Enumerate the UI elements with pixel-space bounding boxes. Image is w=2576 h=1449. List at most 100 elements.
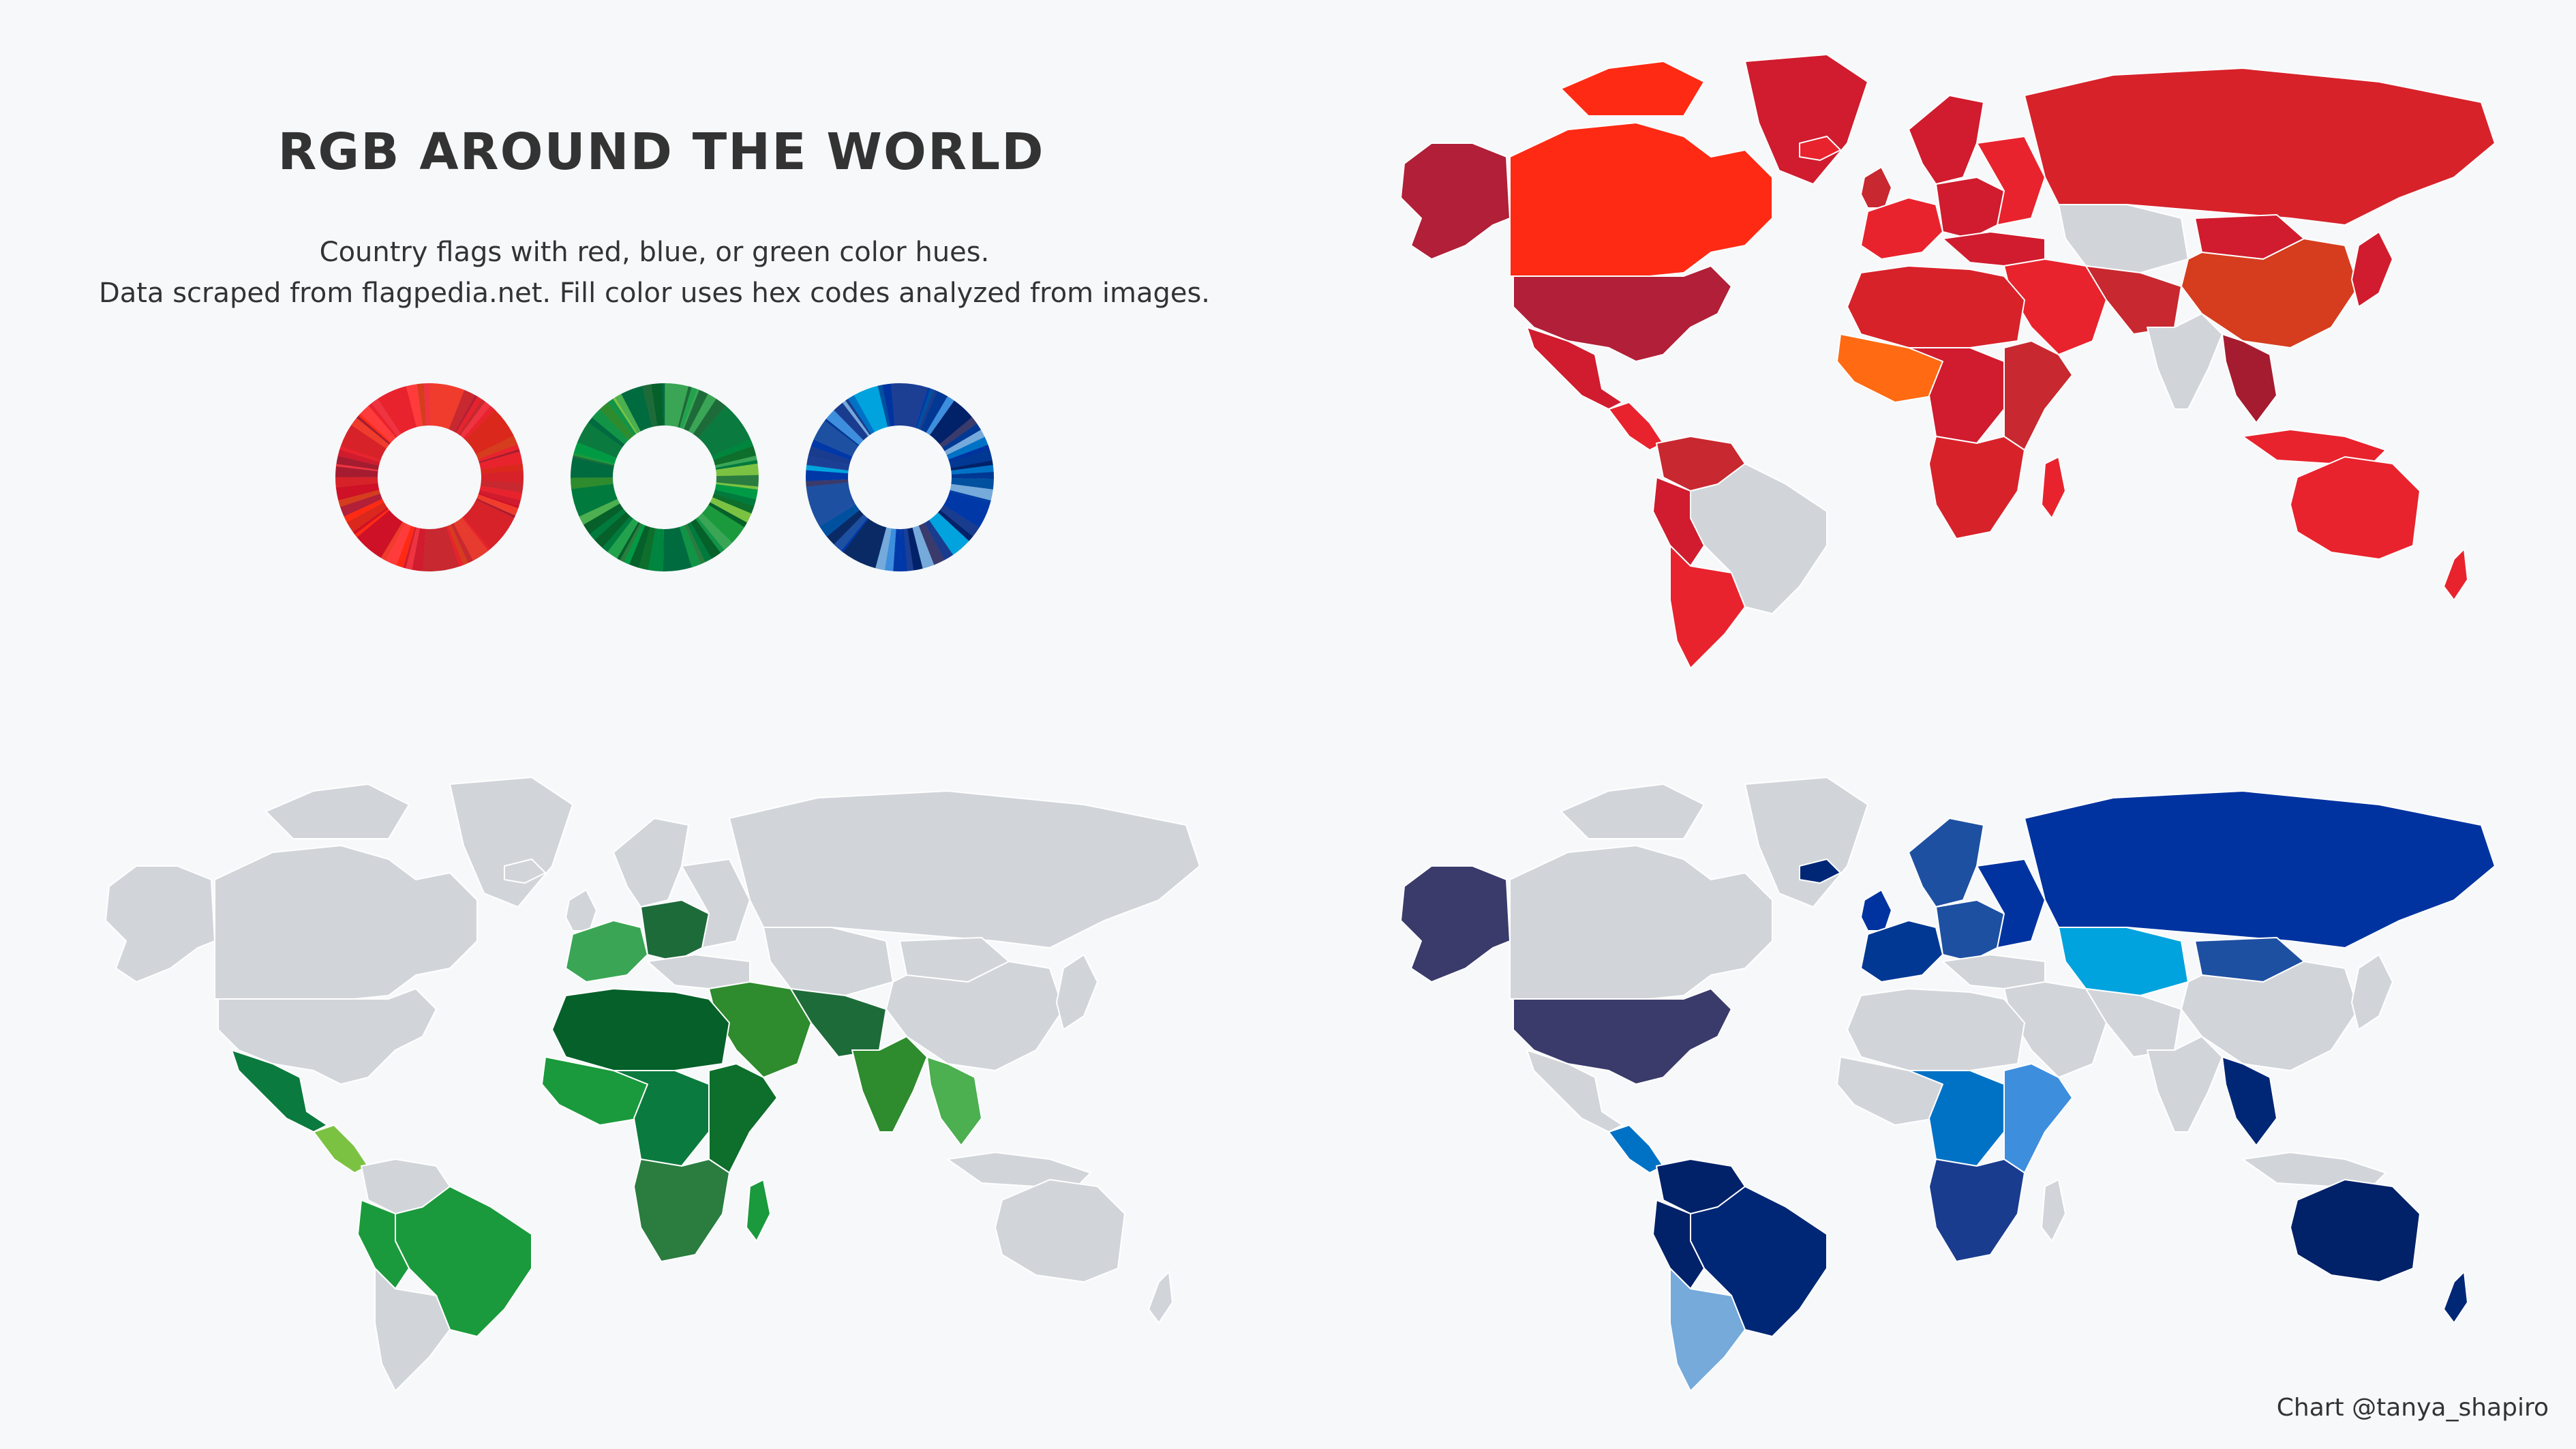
- green-donut-segment: [693, 398, 726, 438]
- red-map-region-east-africa: [2003, 340, 2073, 451]
- blue-map-region-eastern-europe: [1976, 858, 2046, 948]
- red-donut-segment: [340, 425, 387, 460]
- red-donut-segment: [352, 507, 389, 535]
- blue-map-region-scandinavia: [1908, 818, 1984, 908]
- green-donut-segment: [708, 502, 747, 528]
- red-donut-segment: [455, 395, 478, 433]
- green-donut-segment: [588, 417, 625, 447]
- red-map: [1391, 41, 2522, 675]
- blue-donut-segment: [843, 518, 887, 569]
- blue-donut-segment: [918, 522, 945, 565]
- blue-map-region-southeast-asia: [2222, 1056, 2277, 1146]
- red-donut-segment: [479, 486, 523, 501]
- blue-donut-segment: [813, 420, 859, 457]
- blue-donut-segment: [853, 385, 888, 432]
- red-donut-segment: [357, 415, 391, 445]
- blue-donut-segment: [933, 406, 973, 445]
- red-donut-segment: [346, 502, 388, 533]
- red-map-region-greenland: [1744, 54, 1868, 185]
- green-donut-segment: [701, 506, 742, 543]
- blue-donut-segment: [933, 512, 969, 549]
- blue-donut-segment: [951, 472, 994, 479]
- green-map-region-canada: [214, 845, 478, 1000]
- red-donut-segment: [354, 509, 390, 537]
- blue-map-region-kazakhstan-central-asia: [2058, 927, 2189, 996]
- blue-donut-segment: [915, 387, 930, 429]
- green-donut-segment: [713, 445, 757, 466]
- green-map: [95, 764, 1227, 1398]
- green-donut-segment: [617, 522, 640, 561]
- blue-donut-segment: [847, 395, 875, 434]
- red-map-region-madagascar: [2041, 456, 2066, 519]
- red-donut-segment: [455, 396, 483, 435]
- green-donut-segment: [697, 513, 733, 550]
- green-donut-segment: [686, 522, 712, 563]
- blue-map-region-australia: [2290, 1179, 2421, 1283]
- green-donut-segment: [663, 526, 692, 571]
- green-donut-segment: [573, 455, 615, 466]
- red-donut-segment: [461, 517, 491, 551]
- green-donut-segment: [716, 482, 759, 490]
- blue-map-region-alaska: [1400, 865, 1511, 983]
- blue-donut-segment: [826, 509, 864, 545]
- red-donut-segment: [479, 455, 523, 470]
- green-map-region-north-africa: [551, 988, 730, 1071]
- red-donut-segment: [344, 498, 384, 523]
- red-map-region-iceland: [1799, 136, 1841, 161]
- blue-donut-segment: [939, 417, 978, 448]
- green-donut-segment: [714, 489, 757, 507]
- green-map-region-eastern-europe: [681, 858, 751, 948]
- green-map-region-madagascar: [746, 1179, 771, 1242]
- green-donut-segment: [579, 498, 620, 525]
- blue-donut-segment: [912, 525, 935, 569]
- green-donut-segment: [679, 525, 701, 568]
- blue-donut-segment: [806, 479, 849, 487]
- blue-donut-segment: [900, 383, 928, 428]
- blue-map-region-china: [2181, 961, 2359, 1071]
- green-map-region-southeast-asia: [926, 1056, 982, 1146]
- blue-donut-segment: [939, 505, 980, 537]
- green-map-region-kazakhstan-central-asia: [763, 927, 894, 996]
- green-donut-segment: [573, 442, 617, 464]
- red-map-region-north-africa: [1847, 265, 2025, 348]
- red-donut-segment: [396, 526, 415, 568]
- blue-map-region-east-africa: [2003, 1063, 2073, 1174]
- green-map-region-east-africa: [708, 1063, 778, 1174]
- red-map-region-eastern-europe: [1976, 136, 2046, 226]
- blue-donut-segment: [842, 400, 870, 436]
- red-donut-segment: [358, 413, 391, 444]
- blue-map-region-greenland: [1744, 777, 1868, 908]
- green-donut-segment: [638, 526, 656, 570]
- green-map-region-peru-bolivia: [357, 1199, 410, 1289]
- blue-donut-segment: [875, 527, 892, 571]
- green-map-region-japan-korea: [1056, 954, 1098, 1030]
- blue-donut-segment: [951, 464, 994, 475]
- blue-map-region-mexico: [1526, 1049, 1623, 1133]
- chart-credit: Chart @tanya_shapiro: [2276, 1394, 2549, 1422]
- blue-donut-segment: [834, 514, 868, 551]
- blue-donut-segment: [806, 482, 855, 524]
- blue-donut-segment: [882, 383, 895, 427]
- red-map-region-argentina-chile: [1669, 545, 1746, 669]
- red-donut-segment: [460, 401, 491, 438]
- blue-donut-segment: [918, 389, 938, 430]
- red-map-region-southeast-asia: [2222, 333, 2277, 423]
- green-donut-segment: [623, 524, 646, 565]
- blue-donut-segment: [845, 398, 872, 435]
- blue-map-region-southern-africa: [1928, 1159, 2025, 1262]
- red-map-region-central-america: [1608, 402, 1664, 451]
- green-donut-segment: [599, 402, 634, 440]
- blue-donut-segment: [926, 396, 955, 436]
- red-map-region-mexico: [1526, 327, 1623, 410]
- red-donut-segment: [335, 464, 378, 472]
- blue-map-region-argentina-chile: [1669, 1268, 1746, 1392]
- blue-donut-segment: [819, 504, 859, 535]
- blue-donut-segment: [840, 518, 869, 553]
- red-donut-segment: [339, 493, 382, 517]
- green-map-region-new-zealand: [1148, 1271, 1173, 1324]
- green-donut-segment: [654, 528, 664, 571]
- blue-map-region-canada: [1509, 845, 1773, 1000]
- green-donut-segment: [716, 463, 759, 477]
- blue-map-region-india: [2147, 1036, 2223, 1133]
- red-map-region-india: [2147, 313, 2223, 410]
